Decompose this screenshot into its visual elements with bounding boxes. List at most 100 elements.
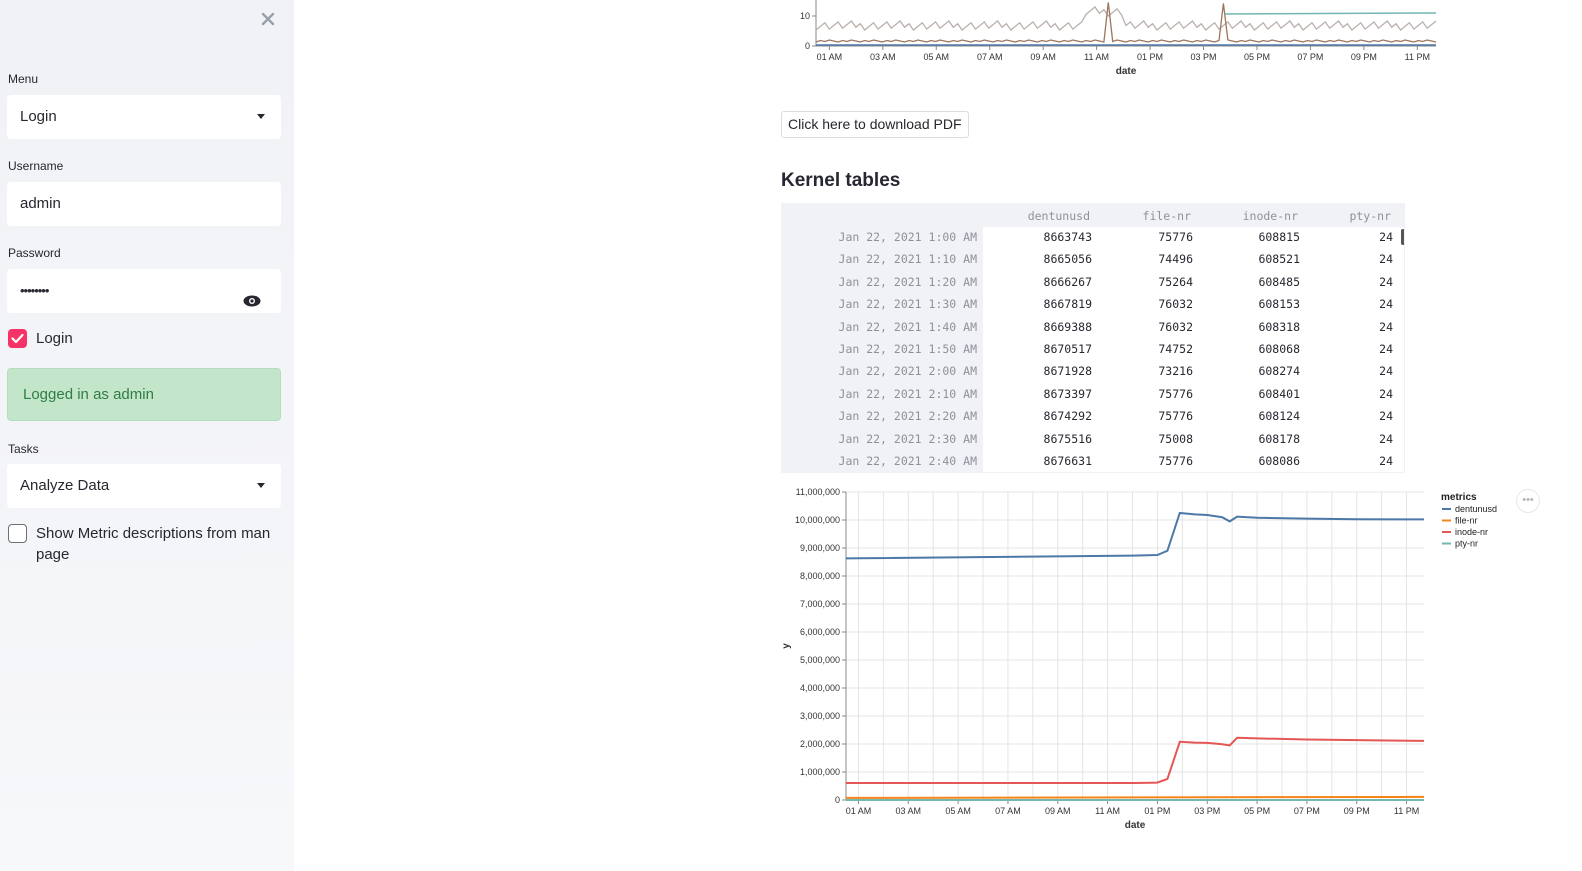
x-tick-label: 07 PM [1297, 52, 1323, 62]
table-row[interactable]: Jan 22, 2021 2:00 AM 8671928 73216 608274 24 [782, 361, 1404, 383]
x-tick-label: 11 PM [1394, 806, 1419, 816]
y-tick-label: 9,000,000 [800, 543, 840, 553]
cell-inode-nr: 608274 [1258, 364, 1300, 379]
table-header [782, 204, 1404, 227]
cell-file-nr: 74496 [1158, 252, 1193, 267]
table-row[interactable]: Jan 22, 2021 1:20 AM 8666267 75264 608485 24 [782, 272, 1404, 294]
cell-inode-nr: 608401 [1258, 386, 1300, 401]
y-tick-label: 6,000,000 [800, 627, 840, 637]
main-content: 0 10 01 AM 03 AM 05 AM 07 AM 09 AM 11 AM 01 PM 03… [294, 0, 1582, 871]
ellipsis-icon[interactable]: ••• [1516, 489, 1540, 513]
cell-inode-nr: 608318 [1258, 319, 1300, 334]
download-pdf-button[interactable]: Click here to download PDF [781, 111, 969, 138]
x-tick-label: 05 AM [945, 806, 971, 816]
row-date: Jan 22, 2021 2:00 AM [838, 364, 977, 379]
success-alert: Logged in as admin [7, 368, 281, 421]
menu-select-value: Login [20, 108, 57, 125]
show-metric-label[interactable]: Show Metric descriptions from man page [36, 525, 271, 563]
cell-dentunusd: 8674292 [1043, 409, 1092, 424]
cell-pty-nr: 24 [1379, 454, 1393, 468]
x-axis-label: date [1125, 820, 1146, 831]
top-series-teal [1224, 12, 1437, 15]
cell-file-nr: 75776 [1158, 409, 1193, 424]
table-row[interactable]: Jan 22, 2021 2:20 AM 8674292 75776 608124 24 [782, 406, 1404, 428]
success-message: Logged in as admin [23, 386, 154, 403]
table-row[interactable]: Jan 22, 2021 2:10 AM 8673397 75776 608401 24 [782, 384, 1404, 406]
chevron-down-icon [257, 483, 265, 488]
y-tick-label: 2,000,000 [800, 739, 840, 749]
x-tick-label: 03 AM [870, 52, 896, 62]
x-tick-label: 11 AM [1084, 52, 1109, 62]
table-row[interactable]: Jan 22, 2021 2:30 AM 8675516 75008 608178 24 [782, 429, 1404, 451]
login-checkbox[interactable] [8, 329, 27, 348]
cell-pty-nr: 24 [1379, 342, 1393, 356]
tasks-select[interactable]: Analyze Data [7, 464, 281, 508]
cell-dentunusd: 8663743 [1043, 230, 1092, 244]
password-value: •••••••• [20, 283, 49, 298]
cell-pty-nr: 24 [1379, 274, 1393, 289]
sidebar: Menu Login Username admin Password •••••… [0, 0, 294, 871]
table-scrollbar[interactable] [1401, 229, 1404, 245]
password-label: Password [8, 246, 61, 260]
checkmark-icon [11, 333, 24, 344]
cell-pty-nr: 24 [1379, 230, 1393, 244]
tasks-select-value: Analyze Data [20, 477, 110, 494]
y-tick-label: 7,000,000 [800, 599, 840, 609]
row-date: Jan 22, 2021 2:30 AM [838, 431, 977, 446]
kernel-table[interactable]: dentunusd file-nr inode-nr pty-nr Jan 22… [781, 203, 1405, 473]
cell-inode-nr: 608153 [1258, 297, 1300, 312]
username-value: admin [20, 195, 61, 212]
cell-file-nr: 75776 [1158, 454, 1193, 468]
cell-inode-nr: 608815 [1258, 230, 1300, 244]
x-axis-label: date [1116, 66, 1137, 77]
series-line-dentunusd [845, 511, 1425, 560]
legend-title: metrics [1441, 492, 1477, 503]
cell-file-nr: 75776 [1158, 386, 1193, 401]
x-tick-label: 09 PM [1344, 806, 1370, 816]
x-tick-label: 01 PM [1137, 52, 1163, 62]
cell-dentunusd: 8666267 [1043, 274, 1092, 289]
col-header-pty-nr[interactable]: pty-nr [1349, 209, 1391, 223]
eye-icon[interactable] [243, 283, 261, 307]
x-tick-label: 03 PM [1194, 806, 1220, 816]
top-line-chart: 0 10 01 AM 03 AM 05 AM 07 AM 09 AM 11 AM 01 PM 03… [800, 0, 1437, 77]
cell-pty-nr: 24 [1379, 319, 1393, 334]
x-tick-label: 01 PM [1144, 806, 1170, 816]
password-field[interactable]: •••••••• [7, 269, 281, 313]
x-tick-label: 01 AM [817, 52, 843, 62]
col-header-file-nr[interactable]: file-nr [1142, 209, 1191, 223]
legend-item-dentunusd: dentunusd [1455, 504, 1497, 514]
table-row[interactable]: Jan 22, 2021 2:40 AM 8676631 75776 608086 24 [782, 451, 1404, 472]
y-tick-label: 0 [835, 795, 840, 805]
x-tick-label: 05 PM [1244, 52, 1270, 62]
y-tick-label: 3,000,000 [800, 711, 840, 721]
table-row[interactable]: Jan 22, 2021 1:50 AM 8670517 74752 608068 24 [782, 339, 1404, 361]
cell-inode-nr: 608485 [1258, 274, 1300, 289]
cell-file-nr: 73216 [1158, 364, 1193, 379]
y-tick-label: 1,000,000 [800, 767, 840, 777]
kernel-line-chart: 0 1,000,000 2,000,000 3,000,000 4,000,000 5,0… [781, 487, 1497, 831]
menu-select[interactable]: Login [7, 95, 281, 139]
legend-item-pty-nr: pty-nr [1455, 539, 1478, 549]
close-icon[interactable] [257, 8, 279, 30]
username-field[interactable]: admin [7, 182, 281, 226]
cell-pty-nr: 24 [1379, 431, 1393, 446]
cell-file-nr: 74752 [1158, 342, 1193, 356]
col-header-inode-nr[interactable]: inode-nr [1242, 209, 1298, 223]
table-row[interactable]: Jan 22, 2021 1:30 AM 8667819 76032 608153 24 [782, 294, 1404, 316]
kernel-tables-heading: Kernel tables [781, 170, 901, 191]
table-row[interactable]: Jan 22, 2021 1:10 AM 8665056 74496 608521 24 [782, 249, 1404, 271]
cell-dentunusd: 8673397 [1043, 386, 1092, 401]
y-tick-label: 5,000,000 [800, 655, 840, 665]
cell-dentunusd: 8676631 [1043, 454, 1092, 468]
row-date: Jan 22, 2021 1:20 AM [838, 274, 977, 289]
y-tick-label: 4,000,000 [800, 683, 840, 693]
table-row[interactable]: Jan 22, 2021 1:40 AM 8669388 76032 608318 24 [782, 317, 1404, 339]
login-checkbox-label[interactable]: Login [36, 330, 73, 347]
show-metric-checkbox[interactable] [8, 524, 27, 543]
cell-dentunusd: 8670517 [1043, 342, 1092, 356]
cell-dentunusd: 8667819 [1043, 297, 1092, 312]
col-header-dentunusd[interactable]: dentunusd [1027, 209, 1090, 223]
table-row[interactable]: Jan 22, 2021 1:00 AM 8663743 75776 608815 24 [782, 227, 1404, 249]
